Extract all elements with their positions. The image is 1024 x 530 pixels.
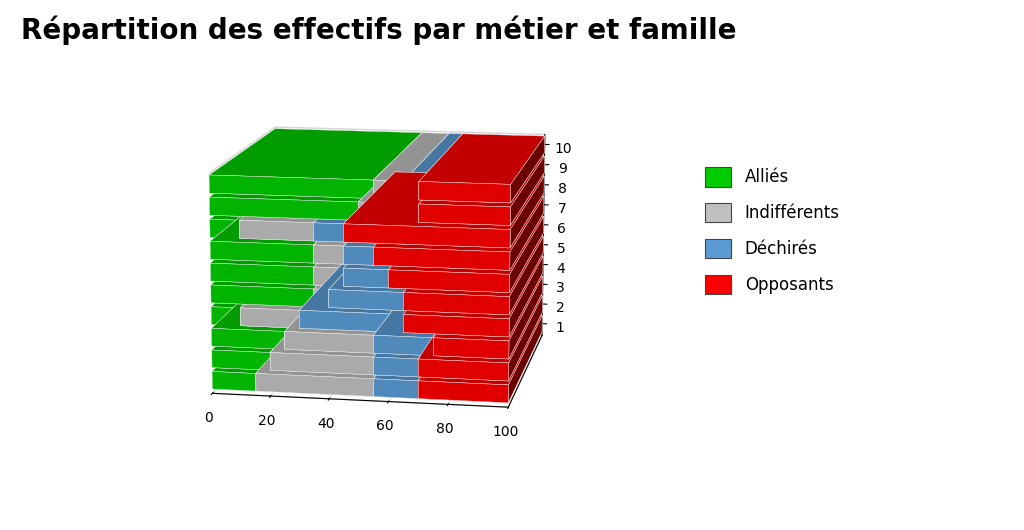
Legend: Alliés, Indifférents, Déchirés, Opposants: Alliés, Indifférents, Déchirés, Opposant… (705, 167, 840, 294)
Text: Répartition des effectifs par métier et famille: Répartition des effectifs par métier et … (22, 16, 736, 46)
